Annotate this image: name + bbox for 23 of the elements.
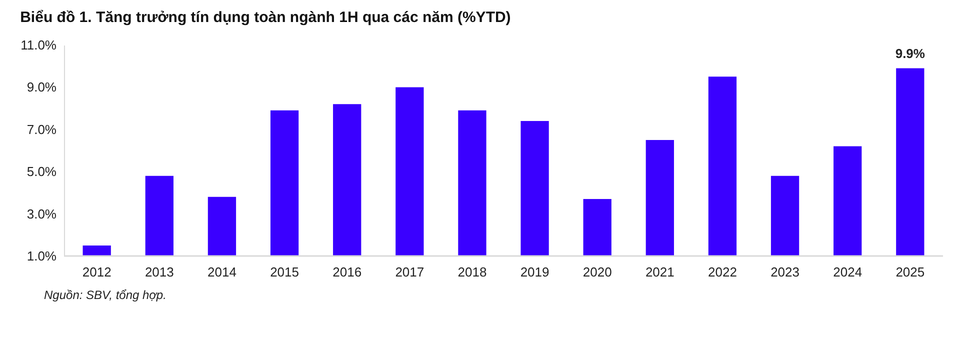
- data-label: 9.9%: [895, 46, 926, 62]
- chart-title: Biểu đồ 1. Tăng trưởng tín dụng toàn ngành 1H qua các năm (%YTD): [20, 9, 511, 26]
- x-tick-label: 2022: [708, 264, 737, 280]
- y-tick-label: 5.0%: [26, 164, 57, 180]
- x-tick-label: 2025: [896, 264, 925, 280]
- x-tick-label: 2014: [208, 264, 236, 280]
- y-tick-label: 3.0%: [26, 206, 57, 222]
- x-tick-label: 2021: [645, 264, 674, 280]
- text: Nguồn: SBV, tổng hợp.: [44, 288, 166, 302]
- x-tick-label: 2019: [520, 264, 550, 280]
- y-tick-label: 9.0%: [26, 80, 57, 95]
- y-tick-label: 11.0%: [20, 38, 57, 52]
- x-tick-label: 2018: [458, 264, 487, 280]
- x-tick-label: 2015: [270, 264, 299, 280]
- x-tick-label: 2017: [395, 264, 424, 280]
- x-tick-label: 2016: [332, 264, 362, 280]
- x-tick-label: 2013: [144, 264, 174, 280]
- x-tick-label: 2024: [833, 264, 862, 280]
- y-tick-label: 1.0%: [26, 248, 57, 264]
- y-tick-label: 7.0%: [26, 122, 57, 137]
- x-tick-label: 2012: [82, 264, 112, 280]
- x-tick-label: 2020: [582, 264, 612, 280]
- x-tick-label: 2023: [770, 264, 800, 280]
